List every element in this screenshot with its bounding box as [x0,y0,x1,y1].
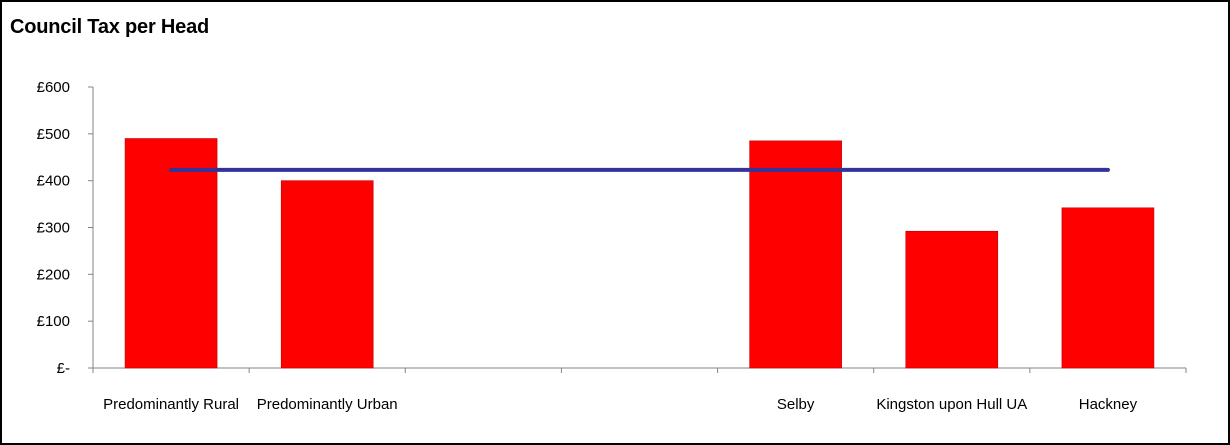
y-tick-label: £100 [37,313,70,330]
y-tick-label: £400 [37,173,70,190]
x-tick-label: Kingston upon Hull UA [876,396,1027,413]
x-tick-label: Predominantly Rural [103,396,239,413]
bar-selby [749,140,842,369]
bar-kingston-upon-hull-ua [905,230,999,369]
x-tick-label: Hackney [1079,396,1138,413]
x-tick-label: Predominantly Urban [257,396,398,413]
y-tick-label: £500 [37,126,70,143]
y-tick-label: £300 [37,220,70,237]
chart-title: Council Tax per Head [10,16,210,38]
bar-hackney [1061,207,1155,369]
y-tick-label: £200 [37,266,70,283]
y-tick-label: £600 [37,79,70,96]
bar-predominantly-rural [124,138,218,369]
x-tick-label: Selby [777,396,815,413]
y-tick-label: £- [57,360,70,377]
bar-predominantly-urban [280,180,374,369]
